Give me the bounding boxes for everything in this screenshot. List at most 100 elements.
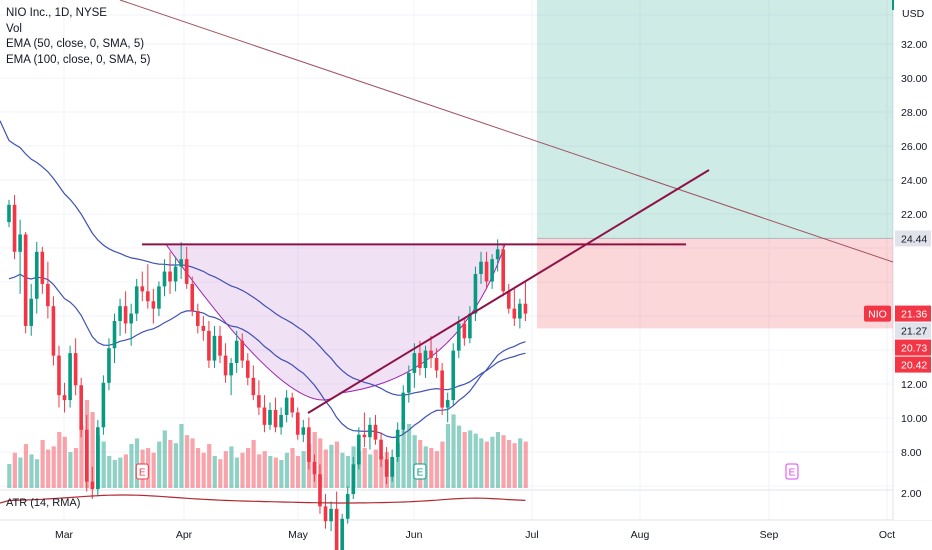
symbol-tag-label: NIO	[868, 309, 887, 321]
volume-bar	[279, 460, 284, 488]
volume-bar	[212, 456, 217, 488]
candle-body	[245, 360, 250, 378]
candle-body	[484, 261, 489, 282]
volume-bar	[245, 448, 251, 488]
volume-bar	[462, 432, 467, 488]
candle-body	[223, 355, 228, 376]
candle-body	[190, 283, 195, 312]
price-tick-label: 32.00	[901, 39, 927, 51]
time-axis[interactable]: Mar Apr May Jun Jul Aug Sep Oct	[55, 529, 895, 541]
volume-bar	[268, 456, 273, 488]
candle-body	[379, 439, 383, 460]
volume-bar	[118, 457, 123, 488]
volume-bar	[440, 441, 445, 488]
volume-bar	[362, 448, 367, 488]
price-tag	[895, 230, 931, 247]
volume-bar	[368, 454, 373, 488]
price-tag-label: 21.27	[901, 326, 927, 338]
candle-body	[23, 234, 28, 326]
indicator-ema-100[interactable]: EMA (100, close, 0, SMA, 5)	[6, 53, 151, 66]
volume-bar	[323, 449, 328, 488]
candle-body	[201, 325, 206, 331]
volume-bar	[179, 424, 184, 488]
volume-bar	[407, 424, 412, 488]
earnings-letter: E	[139, 468, 146, 479]
candle-body	[262, 407, 267, 425]
volume-bar	[34, 459, 40, 488]
volume-bar	[218, 459, 223, 488]
ema-lines	[0, 120, 526, 439]
candle-body	[329, 508, 333, 522]
volume-bar	[73, 448, 79, 488]
price-tag	[895, 339, 931, 356]
volume-bar	[373, 449, 378, 488]
ema-100-line	[0, 120, 526, 396]
time-tick-label: Mar	[55, 529, 74, 541]
volume-bar	[251, 440, 256, 488]
earnings-badge	[135, 463, 149, 480]
volume-bar	[334, 441, 340, 488]
volume-bar	[168, 440, 173, 488]
indicator-ema-50[interactable]: EMA (50, close, 0, SMA, 5)	[6, 38, 145, 50]
position-zones	[537, 0, 893, 329]
candle-body	[107, 348, 111, 383]
volume-bar	[329, 444, 334, 488]
candle-body	[462, 323, 467, 339]
volume-bar	[395, 443, 401, 488]
candle-body	[368, 424, 372, 438]
candle-body	[234, 340, 239, 364]
indicator-vol[interactable]: Vol	[6, 22, 22, 35]
candle-body	[12, 204, 17, 252]
candle-body	[301, 427, 306, 435]
candle-body	[101, 382, 106, 428]
candle-body	[218, 335, 222, 356]
symbol-tag	[864, 305, 891, 322]
candle-body	[34, 251, 39, 299]
volume-bar	[295, 456, 301, 488]
price-tag-label: 20.73	[901, 343, 927, 355]
candle-body	[7, 204, 11, 223]
candle-body	[168, 271, 172, 282]
volume-bar	[112, 460, 117, 488]
price-tick-label: 30.00	[901, 73, 927, 85]
price-tick-label: 12.00	[901, 379, 927, 391]
candle-body	[196, 311, 200, 326]
candle-body	[162, 271, 167, 287]
volume-bar	[318, 438, 323, 488]
volume-bar	[46, 449, 51, 488]
candle-body	[118, 306, 122, 321]
volume-bar	[434, 451, 439, 488]
candle-body	[456, 323, 461, 351]
price-tick-label: 28.00	[901, 107, 927, 119]
symbol-title[interactable]: NIO Inc., 1D, NYSE	[6, 7, 107, 19]
indicator-atr[interactable]: ATR (14, RMA)	[6, 497, 81, 509]
candle-body	[18, 234, 22, 252]
candle-body	[501, 249, 506, 292]
candle-body	[351, 464, 356, 495]
earnings-letter: E	[789, 468, 796, 479]
volume-bar	[151, 452, 156, 488]
volume-bar	[162, 430, 167, 488]
volume-bar	[62, 436, 67, 488]
volume-bar	[445, 424, 451, 488]
price-axis[interactable]: USD32.0030.0028.0026.0024.0022.0016.0014…	[892, 0, 932, 520]
candle-body	[473, 274, 478, 314]
stop-zone	[537, 238, 893, 329]
volume-bar	[68, 452, 73, 488]
candle-body	[445, 400, 450, 408]
volume-bar	[290, 448, 295, 488]
volume-bar	[40, 440, 45, 488]
candle-body	[134, 286, 139, 314]
volume-bar	[473, 433, 478, 488]
candle-body	[90, 481, 95, 490]
candle-body	[146, 291, 150, 302]
candle-body	[51, 306, 56, 356]
candle-body	[40, 251, 45, 284]
candle-body	[112, 321, 117, 349]
descending-trendline	[119, 0, 894, 263]
volume-bar	[79, 425, 84, 488]
candle-body	[506, 291, 511, 309]
currency-label: USD	[902, 8, 925, 20]
candle-body	[468, 313, 472, 339]
